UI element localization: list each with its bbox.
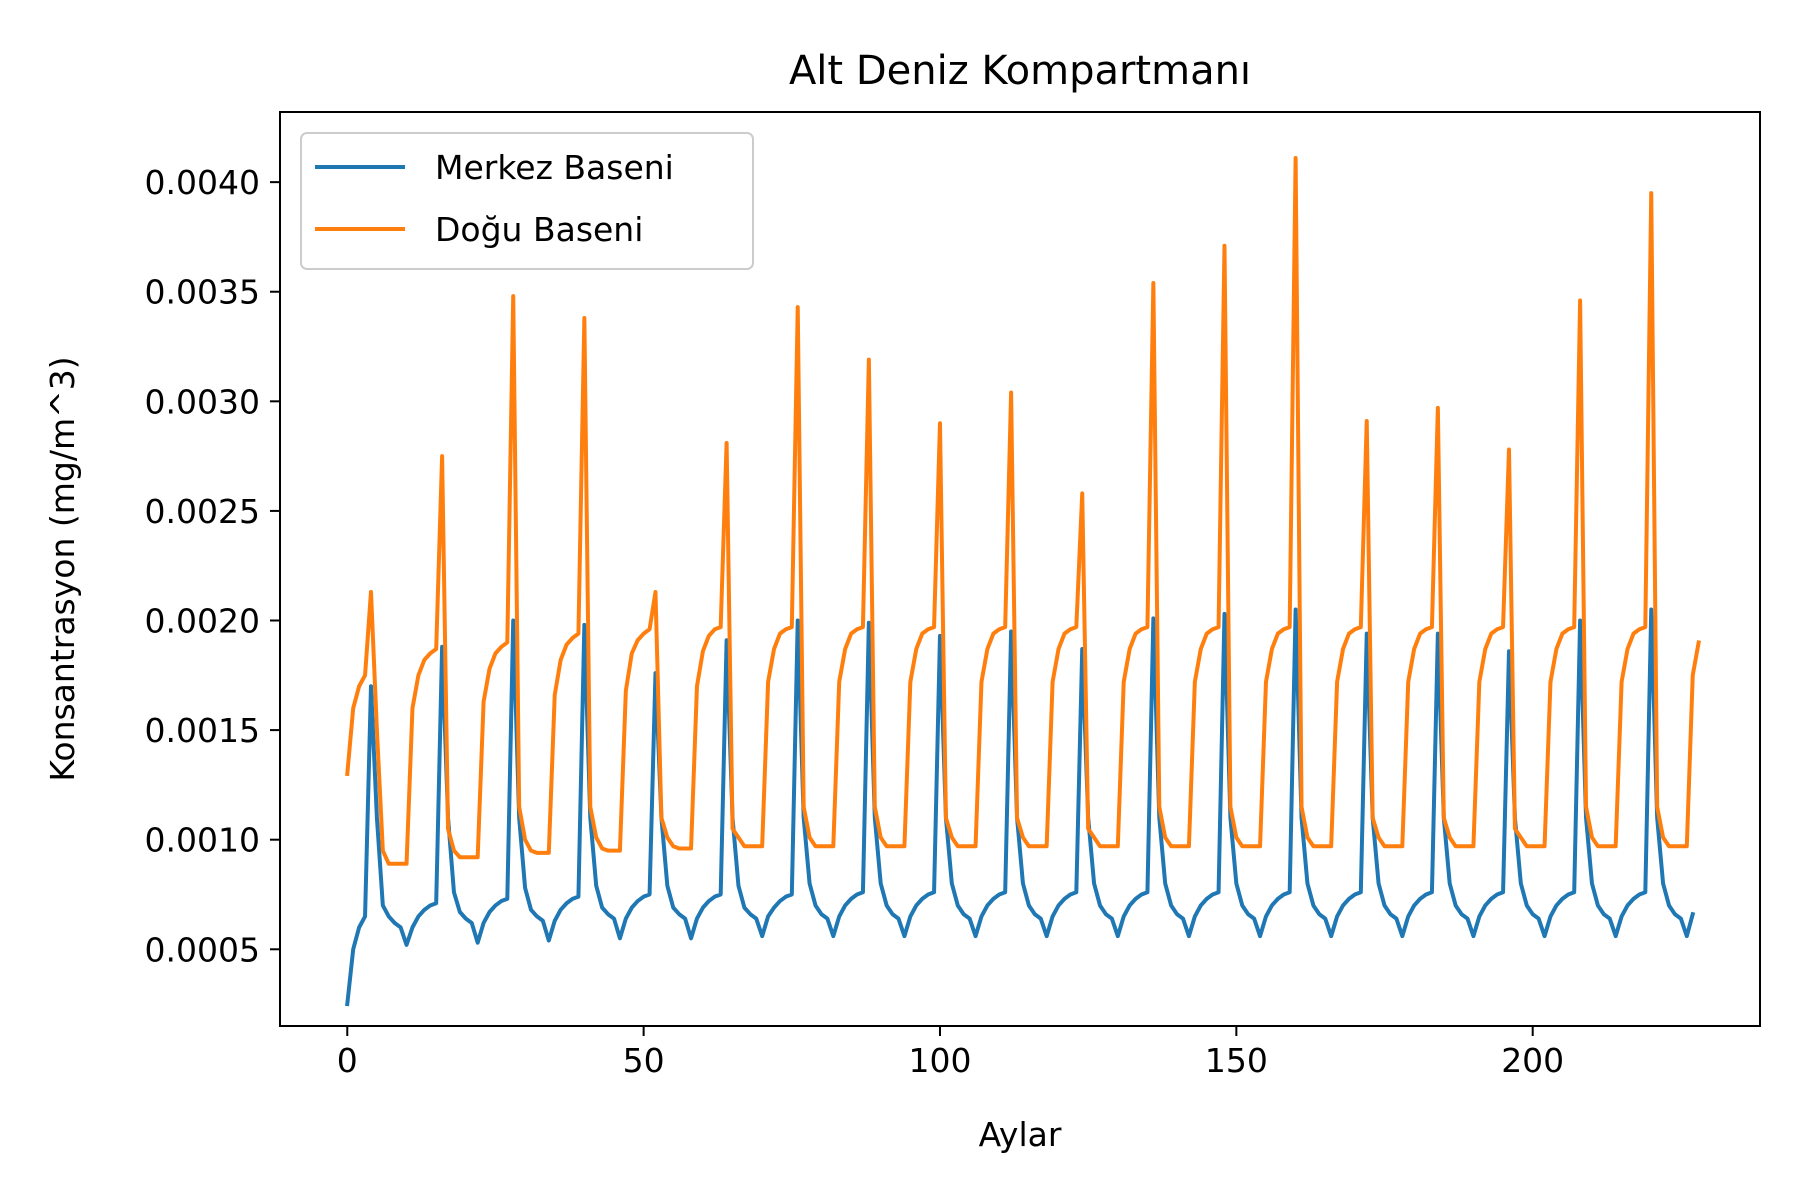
y-tick-label: 0.0010 <box>145 821 260 860</box>
series-line-2 <box>345 156 1701 866</box>
legend-label-2: Doğu Baseni <box>435 210 643 249</box>
x-tick-label: 0 <box>337 1041 358 1080</box>
series-layer <box>345 156 1701 1007</box>
y-tick-label: 0.0020 <box>145 602 260 641</box>
x-tick-label: 50 <box>623 1041 665 1080</box>
x-axis: 0 50 100 150 200 <box>337 1026 1564 1080</box>
legend-label-1: Merkez Baseni <box>435 148 674 187</box>
y-axis-label: Konsantrasyon (mg/m^3) <box>43 356 82 781</box>
plot-area <box>279 111 1761 1027</box>
legend: Merkez Baseni Doğu Baseni <box>300 132 754 270</box>
x-tick-label: 150 <box>1205 1041 1268 1080</box>
y-tick-label: 0.0015 <box>145 711 260 750</box>
chart-title: Alt Deniz Kompartmanı <box>789 48 1251 94</box>
legend-box <box>300 132 754 270</box>
y-tick-label: 0.0035 <box>145 273 260 312</box>
axes-frame <box>279 111 1761 1027</box>
y-tick-label: 0.0005 <box>145 930 260 969</box>
x-tick-label: 200 <box>1501 1041 1564 1080</box>
y-tick-label: 0.0030 <box>145 382 260 421</box>
legend-items: Merkez Baseni Doğu Baseni <box>315 148 674 249</box>
x-tick-label: 100 <box>908 1041 971 1080</box>
series-line-1 <box>345 607 1696 1007</box>
y-tick-label: 0.0040 <box>145 163 260 202</box>
y-tick-label: 0.0025 <box>145 492 260 531</box>
x-axis-label: Aylar <box>979 1115 1062 1154</box>
y-axis: 0.0005 0.0010 0.0015 0.0020 0.0025 0.0030 0.00… <box>145 163 280 969</box>
